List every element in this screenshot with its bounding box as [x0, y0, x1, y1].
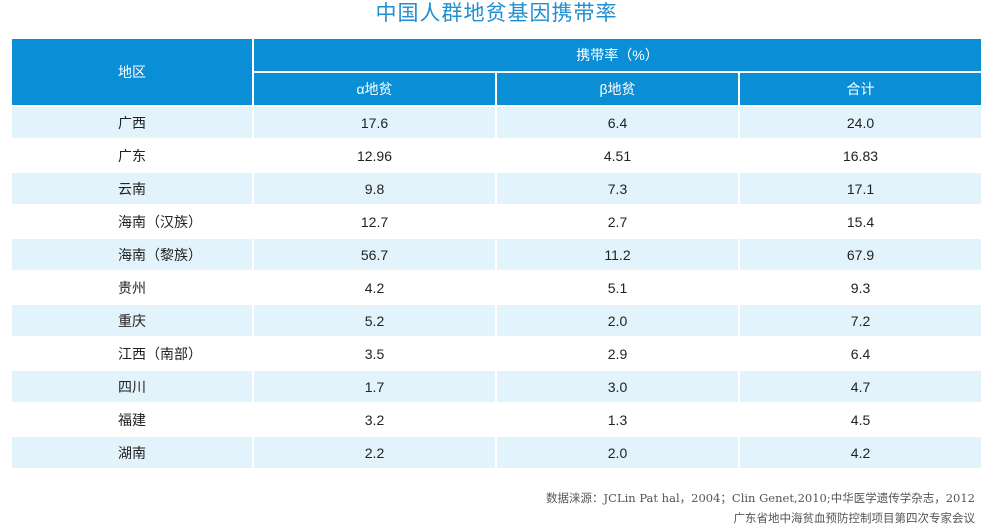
region-cell: 海南（黎族）	[12, 239, 252, 270]
region-cell: 广东	[12, 140, 252, 171]
alpha-cell: 3.2	[254, 404, 495, 435]
total-cell: 4.5	[740, 404, 982, 435]
beta-cell: 11.2	[497, 239, 738, 270]
table-row: 湖南 2.2 2.0 4.2	[12, 437, 982, 468]
alpha-cell: 2.2	[254, 437, 495, 468]
region-cell: 云南	[12, 173, 252, 204]
carrier-rate-group-header: 携带率（%）	[254, 39, 982, 71]
region-cell: 重庆	[12, 305, 252, 336]
carrier-rate-table: 地区 携带率（%） α地贫 β地贫 合计 广西 17.6 6.4 24.0 广东 12.9…	[10, 37, 983, 470]
total-cell: 24.0	[740, 107, 982, 138]
alpha-cell: 56.7	[254, 239, 495, 270]
region-cell: 湖南	[12, 437, 252, 468]
total-column-header: 合计	[740, 73, 982, 105]
table-body: 广西 17.6 6.4 24.0 广东 12.96 4.51 16.83 云南 9.8 7.3 17.…	[12, 107, 982, 468]
region-cell: 四川	[12, 371, 252, 402]
total-cell: 4.2	[740, 437, 982, 468]
beta-cell: 4.51	[497, 140, 738, 171]
total-cell: 6.4	[740, 338, 982, 369]
table-row: 福建 3.2 1.3 4.5	[12, 404, 982, 435]
alpha-cell: 17.6	[254, 107, 495, 138]
region-column-header: 地区	[12, 39, 252, 105]
alpha-cell: 12.7	[254, 206, 495, 237]
beta-cell: 3.0	[497, 371, 738, 402]
beta-cell: 2.9	[497, 338, 738, 369]
table-row: 海南（黎族） 56.7 11.2 67.9	[12, 239, 982, 270]
table-row: 广西 17.6 6.4 24.0	[12, 107, 982, 138]
table-row: 江西（南部） 3.5 2.9 6.4	[12, 338, 982, 369]
total-cell: 17.1	[740, 173, 982, 204]
table-row: 云南 9.8 7.3 17.1	[12, 173, 982, 204]
total-cell: 4.7	[740, 371, 982, 402]
beta-cell: 2.7	[497, 206, 738, 237]
total-cell: 15.4	[740, 206, 982, 237]
alpha-cell: 5.2	[254, 305, 495, 336]
alpha-column-header: α地贫	[254, 73, 495, 105]
alpha-cell: 9.8	[254, 173, 495, 204]
total-cell: 7.2	[740, 305, 982, 336]
source-citation: 数据涞源：JCLin Pat hal，2004；Clin Genet,2010;…	[546, 491, 975, 505]
alpha-cell: 3.5	[254, 338, 495, 369]
table-row: 海南（汉族） 12.7 2.7 15.4	[12, 206, 982, 237]
beta-cell: 6.4	[497, 107, 738, 138]
beta-cell: 5.1	[497, 272, 738, 303]
region-cell: 广西	[12, 107, 252, 138]
table-row: 广东 12.96 4.51 16.83	[12, 140, 982, 171]
table-row: 重庆 5.2 2.0 7.2	[12, 305, 982, 336]
page-title: 中国人群地贫基因携带率	[375, 2, 618, 25]
beta-column-header: β地贫	[497, 73, 738, 105]
data-source-note: 数据涞源：JCLin Pat hal，2004；Clin Genet,2010;…	[546, 488, 975, 528]
alpha-cell: 1.7	[254, 371, 495, 402]
beta-cell: 7.3	[497, 173, 738, 204]
source-meeting: 广东省地中海贫血预防控制项目第四次专家会议	[733, 511, 976, 525]
region-cell: 海南（汉族）	[12, 206, 252, 237]
table-row: 四川 1.7 3.0 4.7	[12, 371, 982, 402]
region-cell: 江西（南部）	[12, 338, 252, 369]
beta-cell: 2.0	[497, 437, 738, 468]
total-cell: 9.3	[740, 272, 982, 303]
alpha-cell: 12.96	[254, 140, 495, 171]
region-cell: 贵州	[12, 272, 252, 303]
total-cell: 16.83	[740, 140, 982, 171]
region-cell: 福建	[12, 404, 252, 435]
beta-cell: 2.0	[497, 305, 738, 336]
alpha-cell: 4.2	[254, 272, 495, 303]
beta-cell: 1.3	[497, 404, 738, 435]
table-row: 贵州 4.2 5.1 9.3	[12, 272, 982, 303]
total-cell: 67.9	[740, 239, 982, 270]
